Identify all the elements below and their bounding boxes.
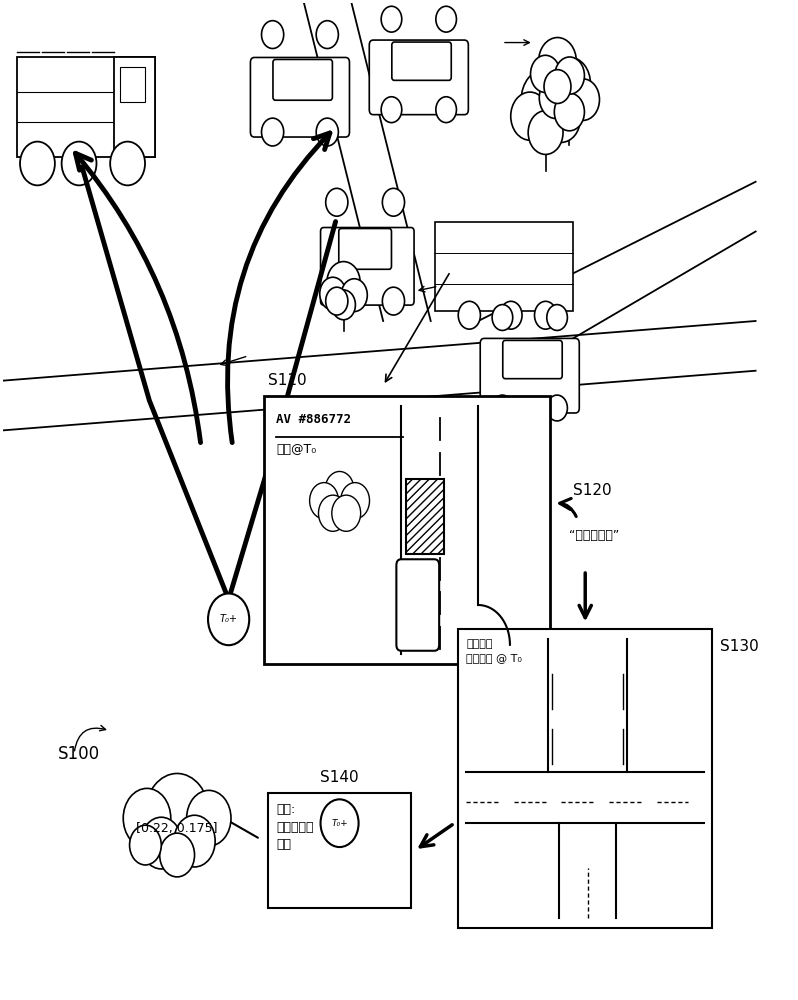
Circle shape (325, 471, 354, 508)
Text: [0.22, 0.175]: [0.22, 0.175] (136, 822, 218, 835)
Circle shape (539, 38, 576, 85)
Text: S110: S110 (268, 373, 307, 388)
Text: S140: S140 (320, 770, 359, 785)
Circle shape (327, 262, 360, 303)
Circle shape (145, 773, 209, 853)
Text: AV #886772: AV #886772 (276, 413, 351, 426)
Text: 请求:
补充传感器
数据: 请求: 补充传感器 数据 (276, 803, 314, 851)
Circle shape (321, 799, 358, 847)
FancyBboxPatch shape (251, 57, 350, 137)
Circle shape (382, 287, 405, 315)
Circle shape (547, 395, 567, 421)
Circle shape (531, 55, 560, 92)
Bar (114, 57, 156, 157)
Circle shape (123, 788, 171, 848)
Text: S120: S120 (573, 483, 612, 498)
Circle shape (511, 92, 549, 140)
Circle shape (535, 301, 557, 329)
Circle shape (521, 69, 570, 130)
Bar (435, 222, 573, 311)
Circle shape (381, 97, 401, 123)
Circle shape (262, 21, 284, 49)
Circle shape (262, 118, 284, 146)
FancyBboxPatch shape (392, 42, 451, 80)
Circle shape (61, 142, 97, 185)
Circle shape (320, 277, 346, 310)
Circle shape (381, 6, 401, 32)
Circle shape (548, 57, 591, 110)
FancyBboxPatch shape (369, 40, 468, 115)
Circle shape (160, 833, 195, 877)
Circle shape (341, 483, 369, 519)
FancyBboxPatch shape (397, 559, 439, 651)
Text: 扫描@T₀: 扫描@T₀ (276, 443, 316, 456)
Circle shape (316, 118, 338, 146)
Circle shape (310, 483, 338, 519)
Circle shape (326, 287, 348, 315)
Bar (458, 629, 712, 928)
Circle shape (316, 21, 338, 49)
Circle shape (555, 57, 584, 94)
Bar (264, 396, 550, 664)
Circle shape (542, 94, 580, 142)
Circle shape (208, 593, 249, 645)
Circle shape (129, 825, 161, 865)
Bar (120, 67, 145, 102)
Circle shape (436, 97, 456, 123)
Text: T₀+: T₀+ (219, 614, 238, 624)
Circle shape (544, 70, 571, 103)
Circle shape (547, 305, 567, 330)
FancyBboxPatch shape (273, 59, 333, 100)
Circle shape (140, 817, 182, 869)
Circle shape (382, 188, 405, 216)
Circle shape (187, 790, 231, 846)
Circle shape (318, 495, 347, 531)
Circle shape (110, 142, 145, 185)
Circle shape (555, 93, 584, 131)
Circle shape (326, 188, 348, 216)
Circle shape (492, 395, 513, 421)
Circle shape (567, 79, 599, 120)
FancyBboxPatch shape (321, 228, 414, 305)
Text: T₀+: T₀+ (331, 819, 348, 828)
Circle shape (492, 305, 513, 330)
FancyBboxPatch shape (480, 338, 579, 413)
Bar (268, 793, 411, 908)
Circle shape (332, 290, 355, 320)
Circle shape (332, 495, 361, 531)
Text: S130: S130 (720, 639, 759, 654)
Bar (406, 479, 444, 554)
Text: 感兴趣的
地面区域 @ T₀: 感兴趣的 地面区域 @ T₀ (466, 639, 522, 663)
FancyBboxPatch shape (503, 340, 563, 379)
Circle shape (174, 815, 215, 867)
Text: “遮挡的视场”: “遮挡的视场” (570, 529, 619, 542)
Bar (17, 57, 156, 157)
Circle shape (539, 77, 572, 119)
Circle shape (342, 279, 367, 312)
Circle shape (500, 301, 522, 329)
Circle shape (528, 111, 563, 154)
Text: S100: S100 (58, 745, 101, 763)
Circle shape (436, 6, 456, 32)
FancyBboxPatch shape (339, 229, 392, 269)
Circle shape (20, 142, 55, 185)
Circle shape (458, 301, 480, 329)
